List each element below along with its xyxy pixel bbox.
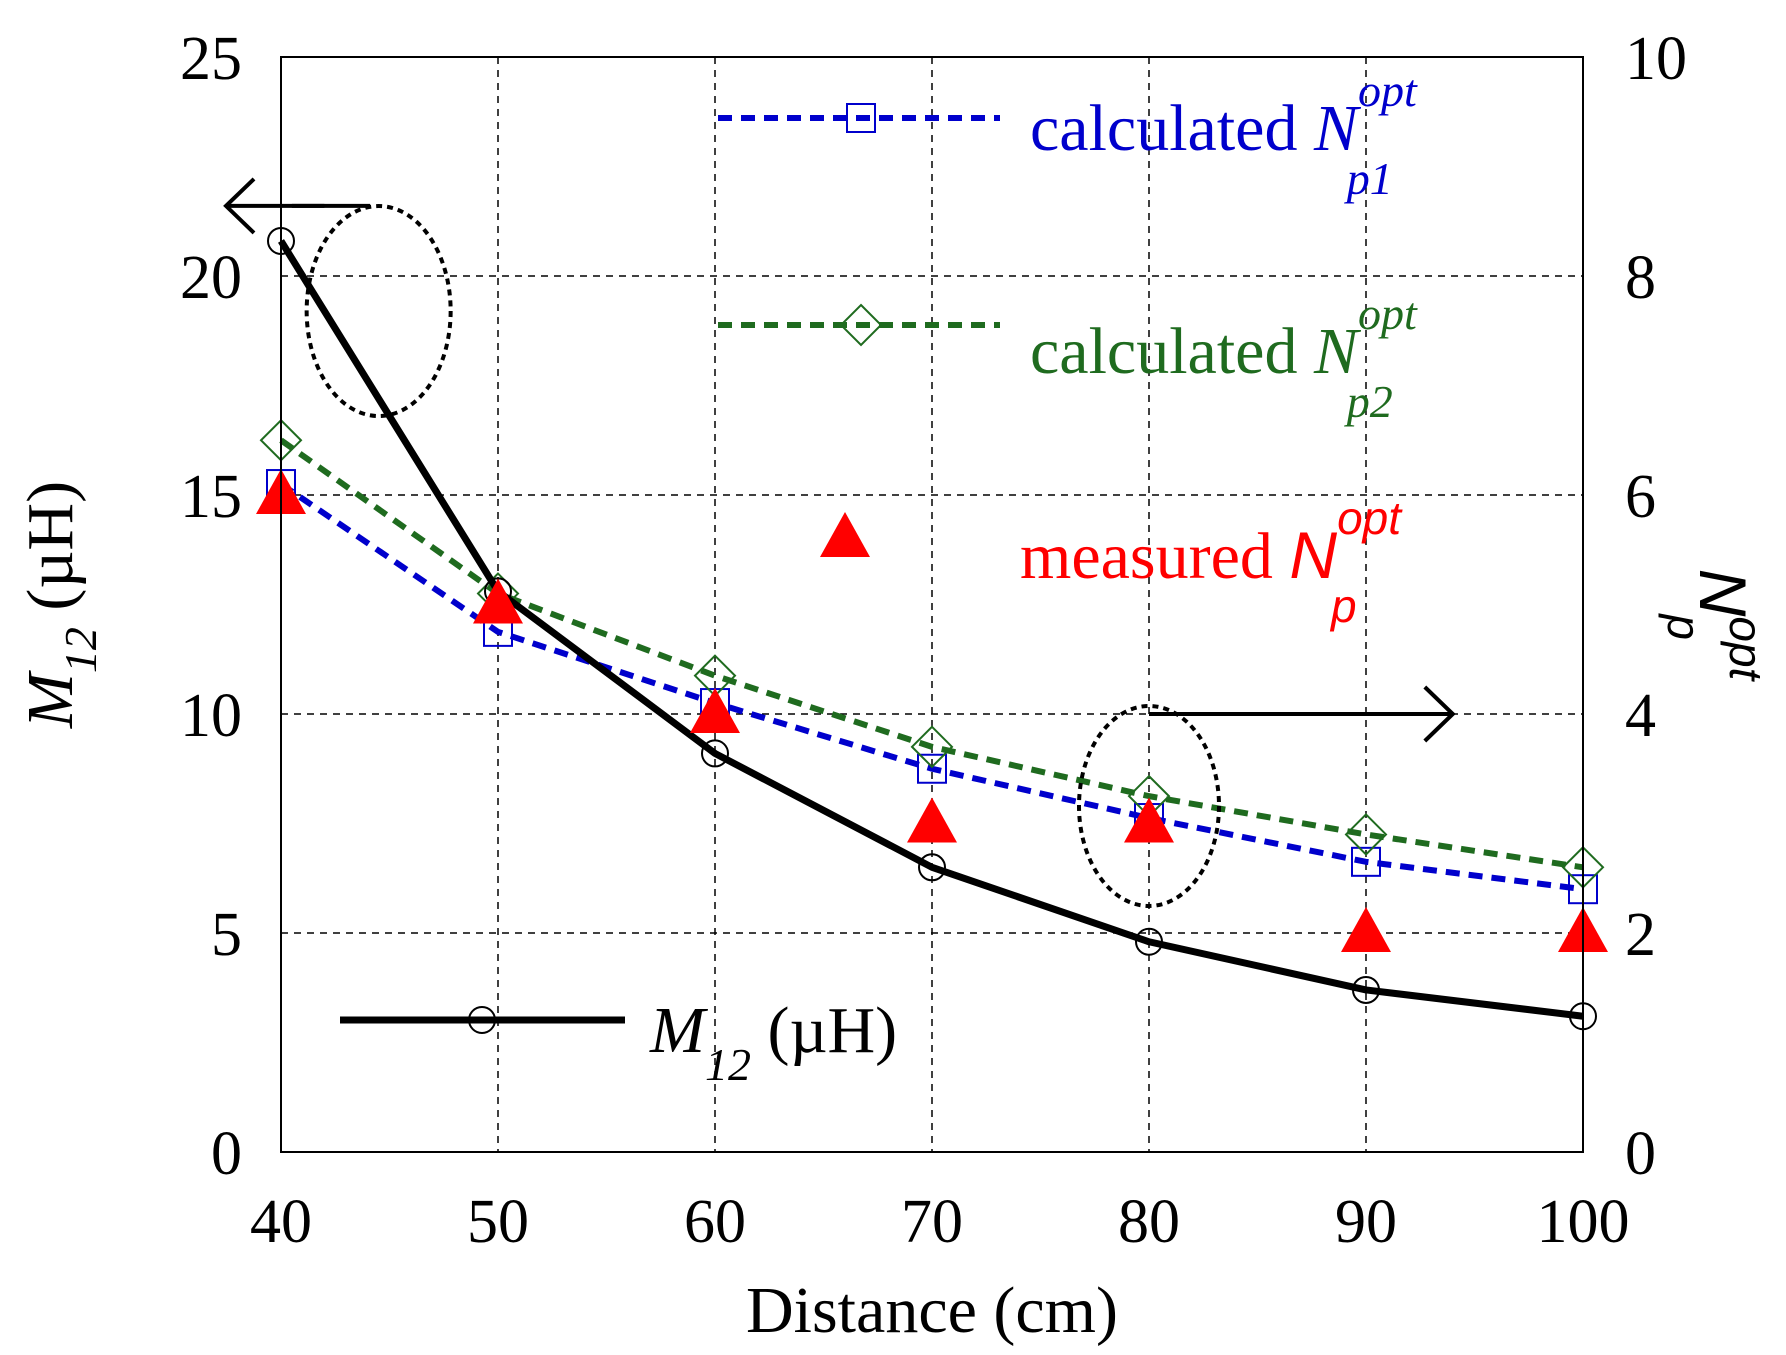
- left-axis-indicator: [223, 177, 453, 419]
- point-measured-np-opt-70: [907, 797, 957, 843]
- y-axis-title-sub: 12: [55, 627, 106, 673]
- legend-entry-m12: M12 (µH): [340, 994, 897, 1090]
- point-calculated-np2-opt-70: [910, 725, 954, 769]
- y2-axis-title-sup: opt: [1720, 616, 1772, 682]
- right-indicator-ellipse: [1077, 703, 1221, 908]
- point-m12-h-80: [1135, 927, 1163, 956]
- y2-axis-title-main: N: [1686, 569, 1760, 617]
- point-calculated-np2-opt-90: [1344, 813, 1388, 856]
- y-tick-label-20: 20: [180, 244, 242, 312]
- legend-prefix: measured: [1020, 520, 1289, 593]
- legend-symbol: M: [649, 994, 709, 1067]
- point-measured-np-opt-60: [690, 688, 740, 733]
- y2-axis-title: Noptp: [1658, 569, 1772, 683]
- legend-marker-m12: [468, 1006, 496, 1034]
- point-m12-h-90: [1352, 975, 1380, 1004]
- legend-sup: opt: [1358, 65, 1418, 116]
- plot-frame: [280, 56, 1584, 1153]
- legend-label-meas: measured Nopt p: [1020, 492, 1403, 632]
- legend-sub: p1: [1344, 153, 1393, 204]
- x-tick-label-50: 50: [467, 1188, 529, 1256]
- point-measured-np-opt-90: [1341, 907, 1391, 952]
- left-indicator-arrow-head-icon: [223, 177, 256, 235]
- legend-marker-np2: [839, 303, 883, 347]
- x-tick-label-90: 90: [1335, 1188, 1397, 1256]
- legend-label-m12: M12 (µH): [649, 994, 897, 1090]
- y-tick-label-15: 15: [180, 463, 242, 531]
- x-tick-label-60: 60: [684, 1188, 746, 1256]
- y2-tick-label-6: 6: [1625, 463, 1656, 531]
- legend-sup: opt: [1358, 288, 1418, 339]
- y2-axis-title-sub: p: [1658, 612, 1710, 640]
- legend-marker-np1: [846, 103, 876, 133]
- x-tick-label-40: 40: [250, 1188, 312, 1256]
- right-indicator-arrow-head-icon: [1423, 685, 1456, 743]
- legend-prefix: calculated: [1030, 92, 1314, 165]
- point-calculated-np1-opt-70: [917, 753, 947, 784]
- legend-symbol: N: [1313, 315, 1362, 388]
- point-calculated-np1-opt-90: [1351, 846, 1381, 877]
- legend-sub: p2: [1344, 376, 1393, 427]
- y-tick-label-25: 25: [180, 25, 242, 93]
- left-indicator-ellipse: [304, 204, 453, 419]
- legend-sup: opt: [1337, 492, 1403, 544]
- legend-label-np1: calculated Nopt p1: [1030, 65, 1418, 204]
- y2-tick-label-0: 0: [1625, 1120, 1656, 1188]
- legend-symbol: N: [1289, 518, 1337, 592]
- x-axis-title: Distance (cm): [746, 1274, 1118, 1347]
- y-tick-label-5: 5: [211, 901, 242, 969]
- legend: calculated Nopt p1 calculated Nopt p2 measur…: [340, 65, 1418, 1090]
- series-line-calculated-np1-opt: [279, 481, 1584, 893]
- legend-entry-meas: measured Nopt p: [820, 492, 1403, 632]
- legend-sub: p: [1329, 580, 1357, 632]
- point-m12-h-60: [701, 739, 729, 768]
- point-measured-np-opt-50: [473, 578, 523, 624]
- annotation-layer: [223, 177, 1456, 908]
- y2-tick-label-8: 8: [1625, 244, 1656, 312]
- point-m12-h-70: [918, 853, 946, 882]
- point-measured-np-opt-80: [1124, 797, 1174, 843]
- legend-symbol: N: [1313, 92, 1362, 165]
- y-axis-title: M12 (µH): [14, 481, 106, 729]
- legend-entry-np1: calculated Nopt p1: [718, 65, 1418, 204]
- right-axis-indicator: [1077, 685, 1456, 908]
- legend-prefix: calculated: [1030, 315, 1314, 388]
- legend-entry-np2: calculated Nopt p2: [718, 288, 1418, 427]
- legend-label-np2: calculated Nopt p2: [1030, 288, 1418, 427]
- x-tick-label-80: 80: [1118, 1188, 1180, 1256]
- y2-tick-label-10: 10: [1625, 25, 1687, 93]
- y-axis-title-unit: (µH): [14, 481, 87, 627]
- x-tick-label-100: 100: [1537, 1188, 1630, 1256]
- x-tick-label-70: 70: [901, 1188, 963, 1256]
- legend-marker-meas: [820, 512, 870, 557]
- y-tick-label-0: 0: [211, 1120, 242, 1188]
- y2-tick-label-4: 4: [1625, 682, 1656, 750]
- axis-labels: 40 50 60 70 80 90 10005101520250246810Distance…: [14, 25, 1772, 1347]
- y2-tick-label-2: 2: [1625, 901, 1656, 969]
- legend-sub: 12: [705, 1039, 751, 1090]
- y-axis-title-main: M: [14, 669, 87, 729]
- y-tick-label-10: 10: [180, 682, 242, 750]
- legend-unit: (µH): [751, 994, 897, 1067]
